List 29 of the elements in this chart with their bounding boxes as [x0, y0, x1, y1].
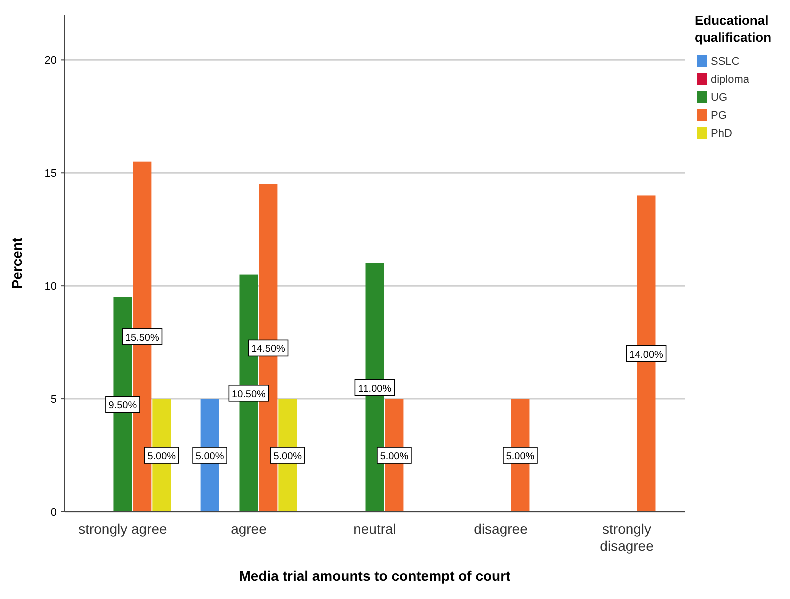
data-label: 5.00% — [380, 452, 409, 463]
y-tick-label: 20 — [44, 55, 57, 68]
legend-label: PhD — [711, 128, 732, 140]
data-label: 14.00% — [630, 350, 664, 361]
y-tick-label: 15 — [44, 168, 57, 180]
data-label: 5.00% — [196, 452, 224, 463]
data-label: 10.50% — [232, 389, 266, 400]
x-tick-label: strongly disagree — [600, 521, 654, 554]
legend-label: diploma — [711, 74, 750, 86]
data-label: 14.50% — [251, 344, 286, 356]
legend-label: SSLC — [711, 56, 740, 68]
x-tick-label: agree — [231, 521, 268, 537]
x-tick-label: disagree — [474, 521, 528, 537]
data-label: 5.00% — [274, 452, 302, 463]
data-label: 11.00% — [358, 384, 392, 395]
x-tick-label: strongly agree — [78, 521, 168, 537]
x-tick-label: neutral — [354, 521, 396, 537]
data-label: 5.00% — [148, 452, 176, 463]
legend-label: PG — [711, 110, 727, 122]
y-tick-label: 0 — [50, 507, 57, 519]
data-label: 5.00% — [506, 452, 535, 463]
x-axis-title: Media trial amounts to contempt of court — [239, 568, 512, 584]
y-axis-title: Percent — [9, 237, 25, 290]
legend-title: Educational qualification — [695, 13, 772, 45]
data-label: 15.50% — [125, 332, 160, 344]
data-label: 9.50% — [108, 400, 138, 412]
y-tick-label: 10 — [44, 281, 57, 294]
legend-label: UG — [711, 92, 728, 104]
y-tick-label: 5 — [50, 394, 57, 406]
